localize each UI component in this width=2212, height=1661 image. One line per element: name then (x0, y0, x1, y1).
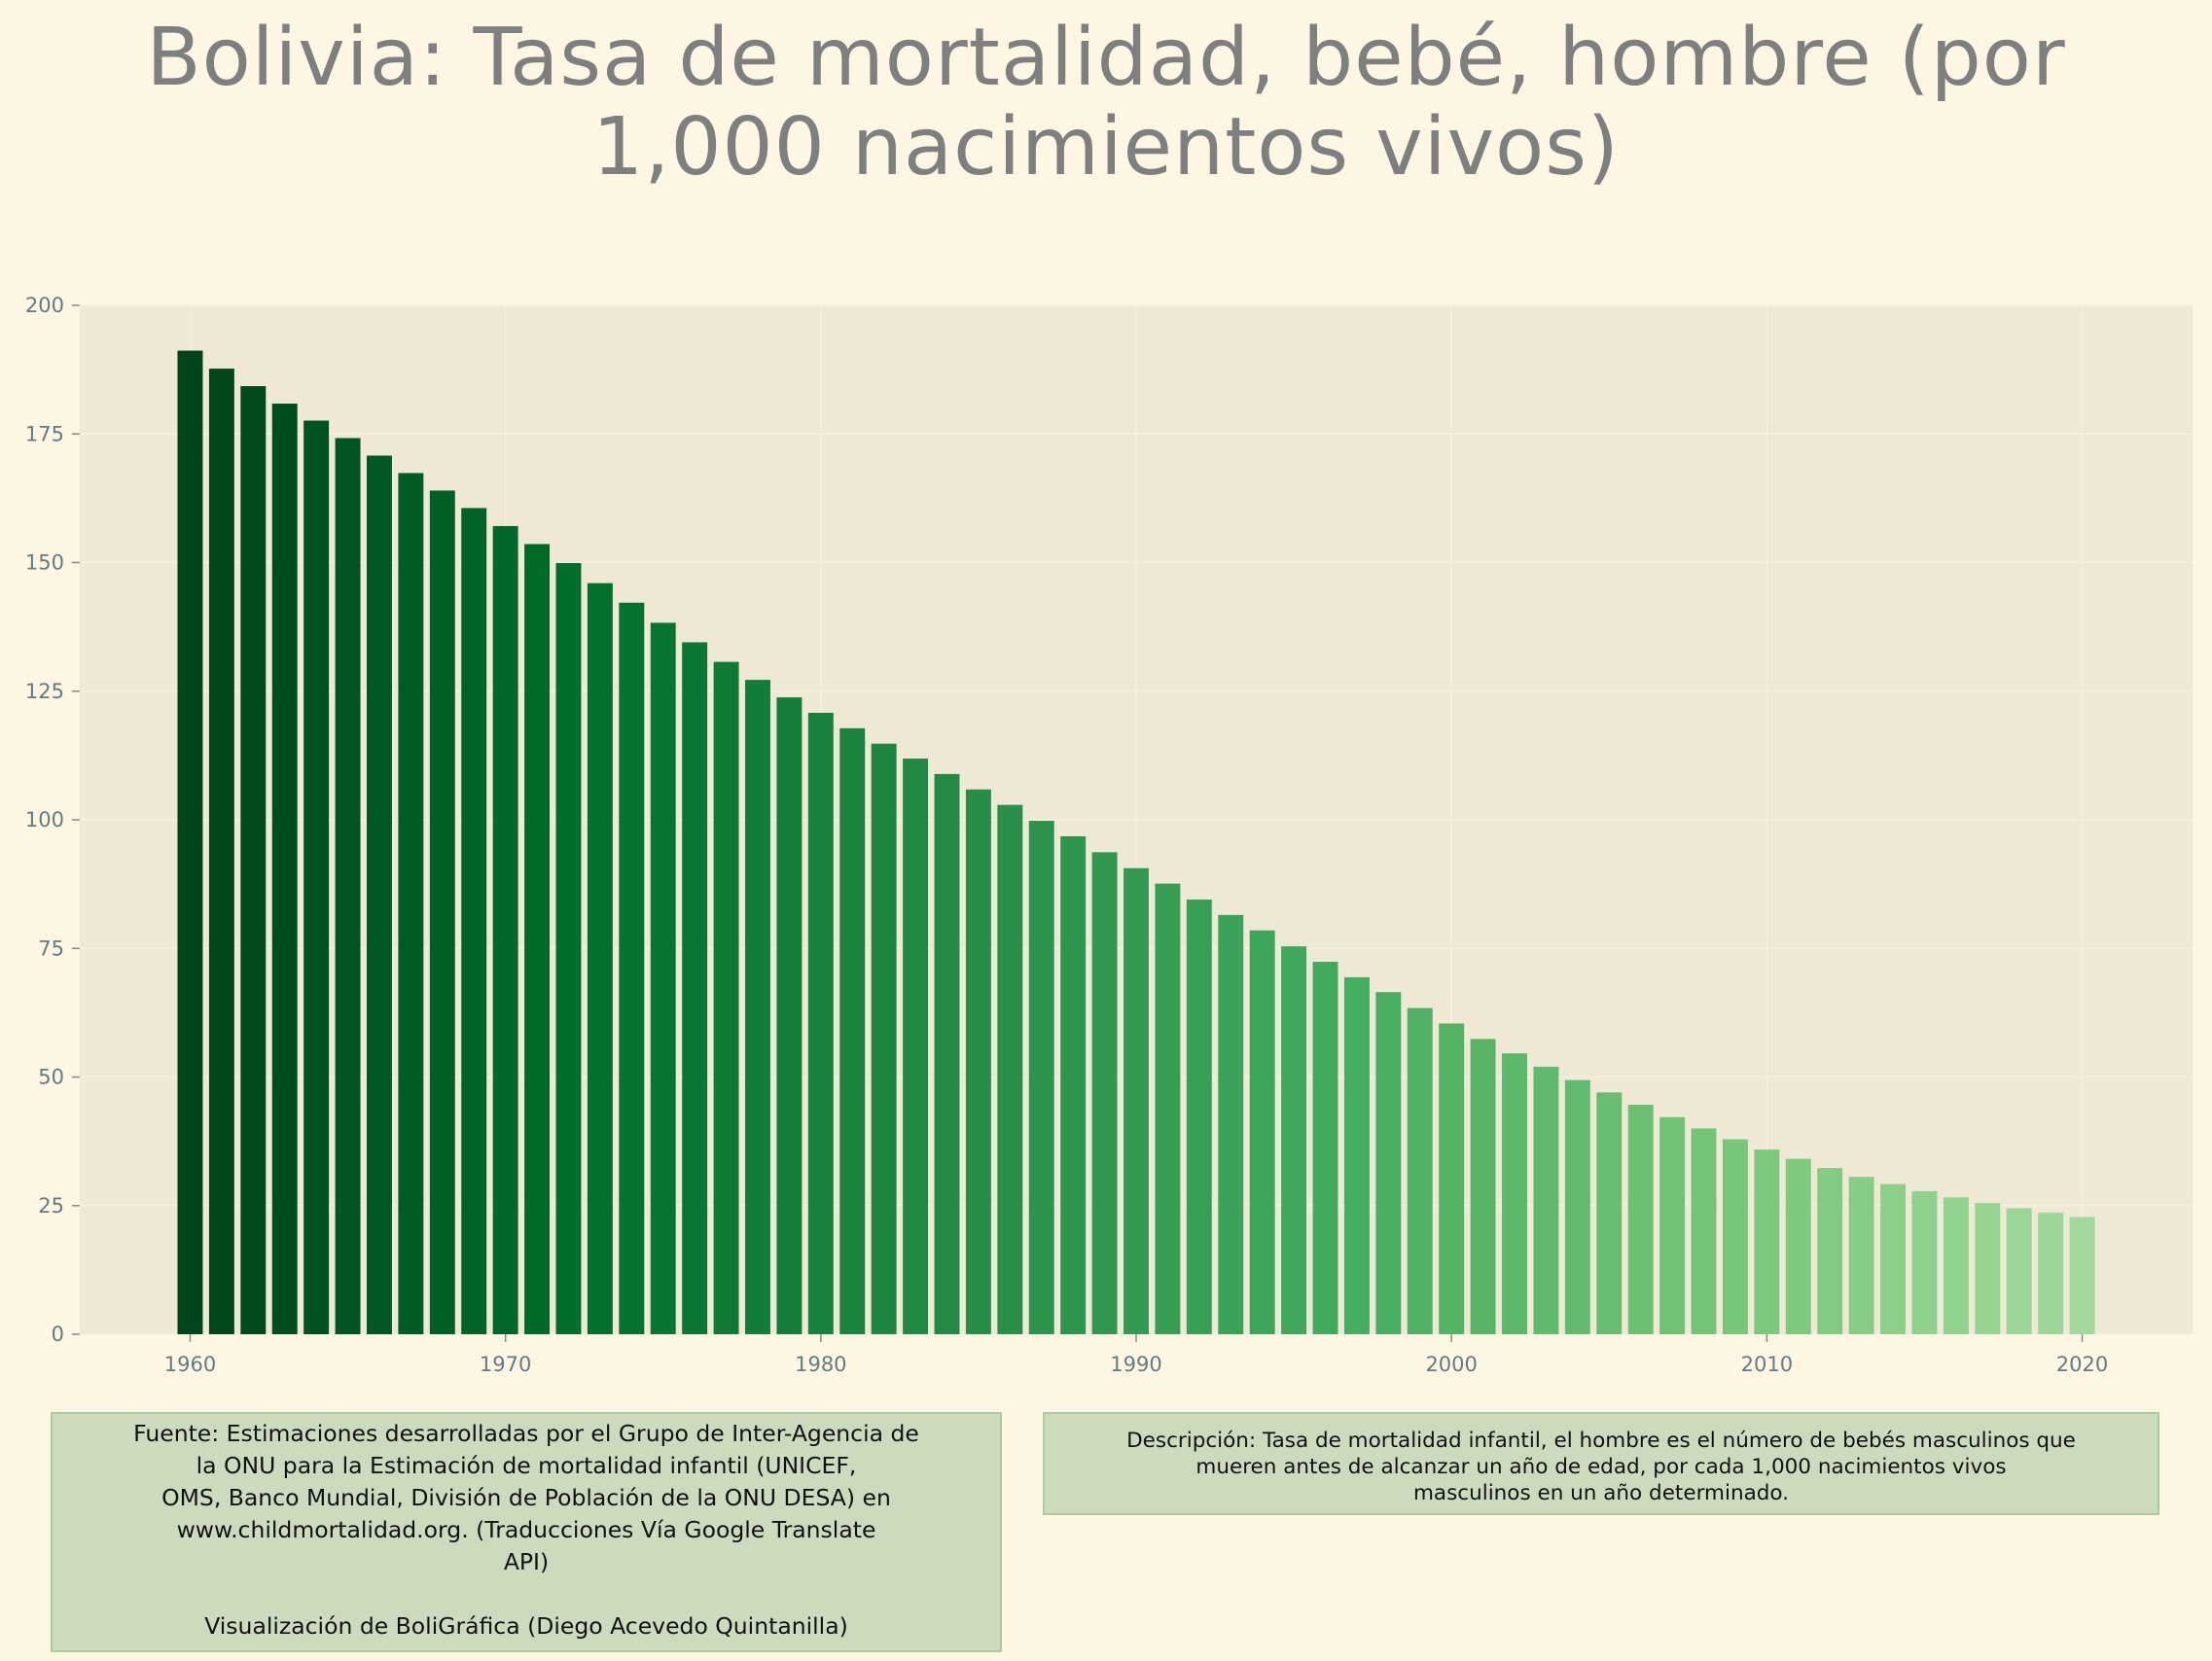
bar-2018 (2006, 1208, 2032, 1334)
x-tick-label: 1970 (480, 1353, 531, 1376)
bar-1984 (934, 773, 960, 1334)
bar-1994 (1249, 930, 1275, 1334)
bar-2000 (1439, 1023, 1465, 1334)
bar-2013 (1848, 1177, 1874, 1334)
bar-1992 (1186, 899, 1212, 1334)
bar-2016 (1943, 1197, 1969, 1334)
bar-1985 (965, 789, 991, 1334)
y-tick-label: 0 (52, 1323, 64, 1346)
bar-1980 (807, 712, 834, 1334)
bar-1961 (208, 369, 234, 1334)
description-note: Descripción: Tasa de mortalidad infantil… (1043, 1412, 2159, 1515)
bar-1965 (335, 438, 361, 1334)
bar-1987 (1028, 821, 1054, 1334)
bar-1993 (1218, 914, 1244, 1334)
y-tick-label: 100 (25, 808, 64, 831)
x-tick-label: 2000 (1425, 1353, 1477, 1376)
y-tick-label: 125 (25, 680, 64, 703)
bar-1982 (871, 743, 897, 1334)
y-tick-label: 25 (38, 1194, 64, 1218)
y-tick-label: 75 (38, 937, 64, 960)
bar-1995 (1281, 946, 1307, 1334)
bar-1962 (240, 386, 267, 1335)
bar-1997 (1343, 976, 1370, 1334)
bar-1986 (997, 804, 1023, 1334)
x-tick-label: 2020 (2056, 1353, 2108, 1376)
bar-1966 (367, 455, 392, 1334)
bar-2019 (2038, 1213, 2064, 1334)
bar-1977 (713, 661, 739, 1334)
bar-1989 (1091, 852, 1118, 1334)
bar-2007 (1659, 1116, 1686, 1334)
x-tick-label: 1960 (164, 1353, 216, 1376)
bar-1996 (1312, 962, 1338, 1334)
source-note: Fuente: Estimaciones desarrolladas por e… (51, 1412, 1002, 1652)
y-tick-label: 150 (25, 551, 64, 575)
bar-1967 (398, 473, 424, 1335)
bar-2015 (1911, 1190, 1938, 1334)
bar-1999 (1407, 1007, 1433, 1334)
bar-2006 (1627, 1105, 1654, 1334)
axes: 0 25 50 75 100 125 150 175 200 1960 1970 1980 1990 20… (25, 294, 2108, 1376)
x-tick-label: 1980 (795, 1353, 846, 1376)
bar-1972 (555, 563, 582, 1334)
bar-2012 (1817, 1168, 1843, 1334)
chart-title: Bolivia: Tasa de mortalidad, bebé, hombr… (146, 12, 2066, 194)
y-tick-label: 200 (25, 294, 64, 317)
y-tick-label: 50 (38, 1066, 64, 1089)
bar-1976 (682, 642, 708, 1334)
bar-1970 (492, 525, 518, 1334)
bar-1978 (745, 680, 770, 1334)
bar-1975 (650, 622, 676, 1334)
bar-1973 (587, 583, 613, 1334)
bar-1974 (619, 602, 645, 1334)
bar-1969 (461, 508, 487, 1334)
y-tick-label: 175 (25, 422, 64, 445)
bar-1988 (1060, 835, 1087, 1334)
bar-1983 (903, 759, 929, 1334)
bar-1991 (1155, 883, 1181, 1334)
bar-1979 (776, 697, 803, 1334)
bar-2020 (2069, 1217, 2095, 1334)
bar-1981 (839, 727, 866, 1334)
bar-2010 (1754, 1149, 1780, 1334)
bar-2011 (1785, 1158, 1811, 1334)
bar-2009 (1722, 1139, 1748, 1334)
bar-1990 (1124, 867, 1149, 1334)
bar-2008 (1691, 1128, 1717, 1334)
bar-2014 (1880, 1184, 1906, 1334)
bar-1971 (524, 544, 551, 1334)
bar-1964 (303, 420, 330, 1335)
bar-2004 (1564, 1079, 1590, 1334)
bar-1960 (177, 350, 203, 1334)
bar-2001 (1470, 1039, 1496, 1334)
bars (177, 350, 2095, 1335)
x-tick-label: 2010 (1741, 1353, 1793, 1376)
bar-1968 (429, 490, 455, 1334)
bar-1998 (1375, 992, 1402, 1334)
bar-2017 (1975, 1203, 2001, 1334)
x-tick-label: 1990 (1110, 1353, 1161, 1376)
bar-2005 (1596, 1092, 1623, 1334)
bar-2002 (1502, 1053, 1527, 1334)
bar-2003 (1533, 1066, 1559, 1334)
bar-1963 (271, 404, 298, 1334)
